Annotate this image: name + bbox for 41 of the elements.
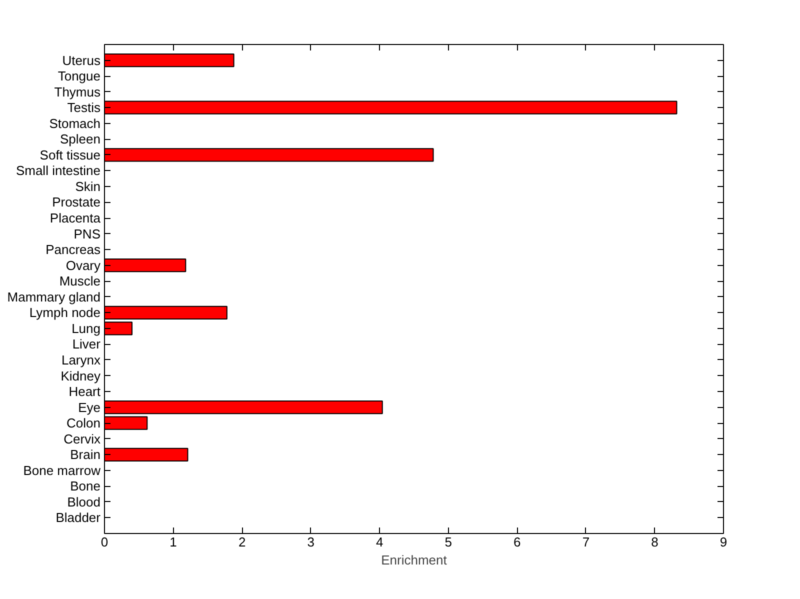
y-tick-label: Thymus bbox=[54, 84, 101, 100]
y-tick-label: Uterus bbox=[62, 52, 101, 68]
x-tick-label: 0 bbox=[100, 534, 108, 550]
y-tick-label: Mammary gland bbox=[7, 289, 101, 304]
y-tick-label: PNS bbox=[74, 226, 101, 242]
y-tick-label: Testis bbox=[67, 100, 101, 116]
y-tick-label: Soft tissue bbox=[40, 147, 101, 162]
y-tick-label: Bladder bbox=[56, 510, 102, 526]
y-tick-label: Cervix bbox=[64, 431, 101, 446]
x-tick-label: 1 bbox=[170, 534, 177, 550]
y-tick-label: Kidney bbox=[60, 368, 101, 384]
y-tick-label: Skin bbox=[75, 178, 101, 194]
x-tick-label: 6 bbox=[514, 534, 521, 550]
y-tick-label: Bone marrow bbox=[23, 462, 102, 478]
x-tick-label: 7 bbox=[582, 534, 590, 550]
y-tick-label: Eye bbox=[78, 400, 101, 415]
x-axis-title: Enrichment bbox=[381, 552, 448, 568]
y-tick-label: Larynx bbox=[61, 352, 101, 368]
y-tick-label: Placenta bbox=[50, 210, 102, 226]
y-tick-label: Blood bbox=[67, 494, 100, 510]
y-tick-label: Brain bbox=[70, 447, 101, 462]
y-tick-label: Muscle bbox=[59, 274, 101, 289]
y-tick-label: Prostate bbox=[52, 194, 101, 210]
x-tick-label: 3 bbox=[307, 534, 314, 550]
y-tick-label: Small intestine bbox=[16, 163, 101, 178]
x-tick-label: 2 bbox=[238, 534, 246, 550]
y-tick-label: Lung bbox=[72, 320, 100, 336]
y-tick-label: Bone bbox=[70, 478, 101, 494]
y-tick-label: Tongue bbox=[58, 68, 101, 84]
x-tick-label: 5 bbox=[444, 534, 452, 550]
y-tick-label: Lymph node bbox=[29, 305, 101, 320]
x-tick-label: 4 bbox=[376, 534, 384, 550]
x-tick-label: 8 bbox=[651, 534, 658, 550]
y-tick-label: Heart bbox=[68, 384, 101, 400]
y-tick-label: Liver bbox=[72, 336, 102, 352]
y-tick-label: Spleen bbox=[60, 132, 101, 147]
y-tick-label: Colon bbox=[66, 416, 100, 431]
y-tick-label: Pancreas bbox=[46, 242, 101, 258]
x-tick-label: 9 bbox=[720, 534, 728, 550]
y-tick-label: Stomach bbox=[49, 116, 101, 131]
y-tick-label: Ovary bbox=[66, 258, 101, 273]
